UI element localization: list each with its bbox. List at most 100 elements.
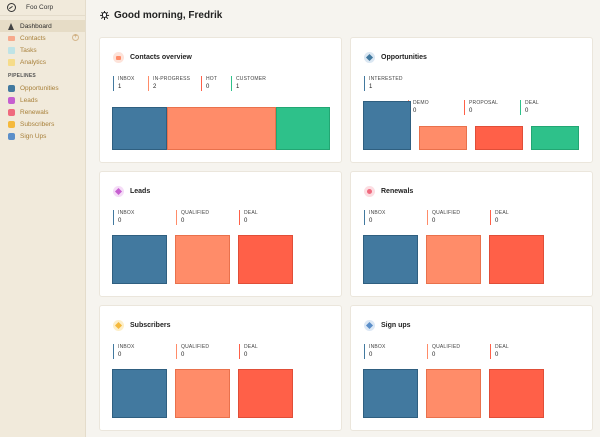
stat-deal[interactable]: DEAL 0 bbox=[239, 344, 258, 359]
pipelines-nav: Opportunities Leads Renewals Subscribers… bbox=[0, 82, 85, 142]
sidebar-item-label: Renewals bbox=[20, 108, 49, 116]
stat-label: DEMO bbox=[413, 100, 429, 106]
subscribers-card[interactable]: Subscribers INBOX 0 QUALIFIED 0 DEAL 0 bbox=[99, 305, 342, 431]
stat-deal[interactable]: DEAL 0 bbox=[490, 344, 509, 359]
opportunities-card[interactable]: Opportunities INTERESTED 1 DEMO 0 PROPOS… bbox=[350, 37, 593, 163]
stat-inbox[interactable]: INBOX 0 bbox=[113, 344, 135, 359]
subscribers-bar-deal[interactable] bbox=[238, 369, 293, 418]
stat-value: 0 bbox=[432, 352, 436, 358]
sidebar-item-label: Tasks bbox=[20, 46, 37, 54]
contacts-badge-icon bbox=[113, 52, 124, 63]
stat-deal[interactable]: DEAL 0 bbox=[239, 210, 258, 225]
sign-ups-icon bbox=[8, 132, 15, 140]
stat-label: DEAL bbox=[244, 344, 258, 350]
stat-label: DEAL bbox=[495, 344, 509, 350]
add-contact-icon[interactable]: + bbox=[72, 34, 79, 41]
contacts-overview-card[interactable]: Contacts overview INBOX 1 IN-PROGRESS 2 … bbox=[99, 37, 342, 163]
renewals-bar-inbox[interactable] bbox=[363, 235, 418, 284]
sign-ups-bar-inbox[interactable] bbox=[363, 369, 418, 418]
stat-hot[interactable]: HOT 0 bbox=[201, 76, 217, 91]
sign-ups-bar-deal[interactable] bbox=[489, 369, 544, 418]
stat-value: 0 bbox=[369, 352, 373, 358]
house-icon bbox=[8, 22, 14, 30]
stat-inbox[interactable]: INBOX 1 bbox=[113, 76, 135, 91]
sign-ups-bar-qualified[interactable] bbox=[426, 369, 481, 418]
leads-bar-inbox[interactable] bbox=[112, 235, 167, 284]
card-title: Renewals bbox=[381, 188, 414, 195]
stat-label: INBOX bbox=[369, 210, 386, 216]
renewals-bar-qualified[interactable] bbox=[426, 235, 481, 284]
stat-value: 0 bbox=[181, 218, 185, 224]
opportunities-bar-demo[interactable] bbox=[419, 126, 467, 150]
stat-customer[interactable]: CUSTOMER 1 bbox=[231, 76, 266, 91]
leads-icon bbox=[8, 96, 15, 104]
stat-inbox[interactable]: INBOX 0 bbox=[364, 344, 386, 359]
sidebar-item-tasks[interactable]: Tasks bbox=[0, 44, 85, 56]
stat-inbox[interactable]: INBOX 0 bbox=[364, 210, 386, 225]
renewals-icon bbox=[8, 108, 15, 116]
stat-label: DEAL bbox=[244, 210, 258, 216]
stat-value: 0 bbox=[118, 352, 122, 358]
stat-value: 0 bbox=[181, 352, 185, 358]
leads-bar-qualified[interactable] bbox=[175, 235, 230, 284]
sidebar-item-opportunities[interactable]: Opportunities bbox=[0, 82, 85, 94]
sidebar-item-contacts[interactable]: Contacts + bbox=[0, 32, 85, 44]
stat-label: DEAL bbox=[525, 100, 539, 106]
brand-switcher[interactable]: Foo Corp bbox=[0, 0, 85, 16]
sidebar-item-analytics[interactable]: Analytics bbox=[0, 56, 85, 68]
leads-card[interactable]: Leads INBOX 0 QUALIFIED 0 DEAL 0 bbox=[99, 171, 342, 297]
stat-value: 0 bbox=[206, 84, 210, 90]
stat-value: 0 bbox=[244, 352, 248, 358]
stat-label: HOT bbox=[206, 76, 218, 82]
sidebar-item-dashboard[interactable]: Dashboard bbox=[0, 20, 85, 32]
stat-value: 2 bbox=[153, 84, 157, 90]
stat-deal[interactable]: DEAL 0 bbox=[490, 210, 509, 225]
stat-deal[interactable]: DEAL 0 bbox=[520, 100, 539, 115]
sidebar-item-sign-ups[interactable]: Sign Ups bbox=[0, 130, 85, 142]
stat-qualified[interactable]: QUALIFIED 0 bbox=[176, 210, 209, 225]
stat-qualified[interactable]: QUALIFIED 0 bbox=[427, 344, 460, 359]
contacts-bar-inbox[interactable] bbox=[112, 107, 167, 150]
opportunities-bar-deal[interactable] bbox=[531, 126, 579, 150]
stat-value: 0 bbox=[525, 108, 529, 114]
sidebar-item-subscribers[interactable]: Subscribers bbox=[0, 118, 85, 130]
contacts-bar-in-progress[interactable] bbox=[167, 107, 276, 150]
sidebar-item-label: Opportunities bbox=[20, 84, 59, 92]
leads-bar-deal[interactable] bbox=[238, 235, 293, 284]
tasks-icon bbox=[8, 46, 15, 54]
stat-value: 0 bbox=[118, 218, 122, 224]
stat-in-progress[interactable]: IN-PROGRESS 2 bbox=[148, 76, 190, 91]
opportunities-bar-interested[interactable] bbox=[363, 101, 411, 150]
pipelines-section-label: PIPELINES bbox=[8, 73, 36, 79]
stat-label: QUALIFIED bbox=[181, 210, 210, 216]
opportunities-bar-proposal[interactable] bbox=[475, 126, 523, 150]
renewals-card[interactable]: Renewals INBOX 0 QUALIFIED 0 DEAL 0 bbox=[350, 171, 593, 297]
stat-proposal[interactable]: PROPOSAL 0 bbox=[464, 100, 498, 115]
stat-value: 1 bbox=[236, 84, 240, 90]
analytics-icon bbox=[8, 58, 15, 66]
stat-value: 0 bbox=[369, 218, 373, 224]
sidebar-item-leads[interactable]: Leads bbox=[0, 94, 85, 106]
stat-interested[interactable]: INTERESTED 1 bbox=[364, 76, 403, 91]
opportunities-icon bbox=[8, 84, 15, 92]
sun-icon bbox=[100, 10, 110, 20]
renewals-bar-deal[interactable] bbox=[489, 235, 544, 284]
greeting-header: Good morning, Fredrik bbox=[100, 8, 222, 22]
stat-qualified[interactable]: QUALIFIED 0 bbox=[427, 210, 460, 225]
stat-inbox[interactable]: INBOX 0 bbox=[113, 210, 135, 225]
leads-badge-icon bbox=[113, 186, 124, 197]
sign-ups-badge-icon bbox=[364, 320, 375, 331]
stat-demo[interactable]: DEMO 0 bbox=[408, 100, 429, 115]
stat-value: 0 bbox=[495, 218, 499, 224]
subscribers-bar-qualified[interactable] bbox=[175, 369, 230, 418]
contacts-icon bbox=[8, 35, 15, 41]
sidebar-item-renewals[interactable]: Renewals bbox=[0, 106, 85, 118]
subscribers-bar-inbox[interactable] bbox=[112, 369, 167, 418]
stat-qualified[interactable]: QUALIFIED 0 bbox=[176, 344, 209, 359]
stat-label: CUSTOMER bbox=[236, 76, 267, 82]
sign-ups-card[interactable]: Sign ups INBOX 0 QUALIFIED 0 DEAL 0 bbox=[350, 305, 593, 431]
main-nav: Dashboard Contacts + Tasks Analytics bbox=[0, 16, 85, 68]
contacts-bar-customer[interactable] bbox=[276, 107, 330, 150]
card-title: Subscribers bbox=[130, 322, 171, 329]
stat-label: QUALIFIED bbox=[181, 344, 210, 350]
